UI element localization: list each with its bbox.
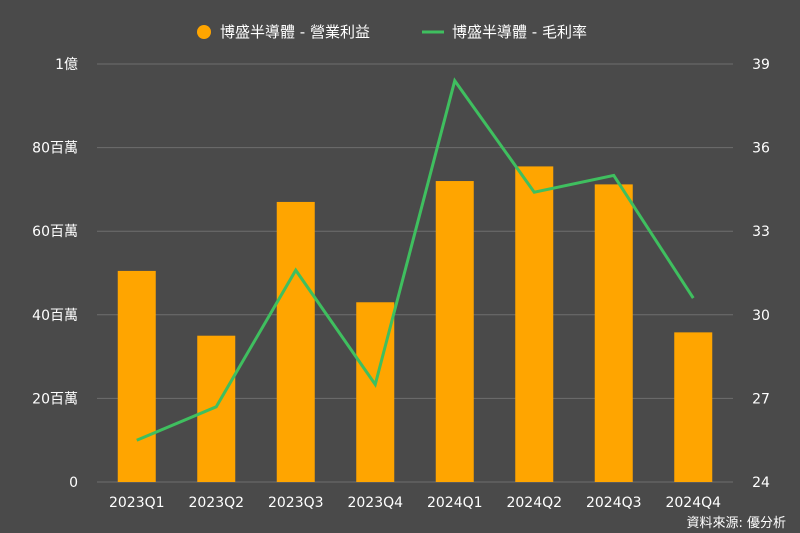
x-tick-label: 2024Q1 [427,495,483,511]
bar-2024Q4 [674,332,713,482]
x-tick-label: 2024Q2 [506,495,562,511]
y-right-tick-label: 39 [752,57,770,73]
x-tick-label: 2024Q4 [665,495,721,511]
y-right-tick-label: 30 [752,308,770,324]
x-tick-label: 2023Q3 [268,495,324,511]
y-left-tick-label: 80百萬 [32,141,78,157]
line-series [136,77,695,442]
y-left-tick-label: 40百萬 [32,308,78,324]
y-right-tick-label: 33 [752,224,770,240]
source-note: 資料來源: 優分析 [686,516,786,531]
bar-2023Q3 [276,201,315,482]
legend-line-label: 博盛半導體 - 毛利率 [452,23,587,41]
x-tick-label: 2023Q4 [347,495,403,511]
y-right-tick-label: 24 [752,475,770,491]
y-left-tick-label: 60百萬 [32,224,78,240]
bar-2023Q1 [117,270,156,482]
x-tick-label: 2023Q2 [188,495,244,511]
bar-2024Q3 [594,184,633,482]
axes: 0 20百萬 40百萬 60百萬 80百萬 1億 24 27 30 33 36 39 2023Q1 202… [32,57,770,511]
bar-2023Q2 [197,335,236,482]
x-tick-label: 2023Q1 [109,495,165,511]
legend-bar-label: 博盛半導體 - 營業利益 [220,23,370,41]
y-left-tick-label: 1億 [55,57,78,73]
y-left-tick-label: 0 [69,475,78,491]
y-left-tick-label: 20百萬 [32,391,78,407]
gross-margin-line [136,77,695,442]
x-tick-label: 2024Q3 [586,495,642,511]
bar-2024Q2 [515,166,554,482]
y-right-tick-label: 27 [752,391,770,407]
y-right-tick-label: 36 [752,141,770,157]
bar-2024Q1 [435,181,474,483]
bar-series [117,166,713,483]
grid-lines [97,63,733,483]
legend: 博盛半導體 - 營業利益 博盛半導體 - 毛利率 [197,23,587,41]
legend-bar-marker [197,25,211,39]
